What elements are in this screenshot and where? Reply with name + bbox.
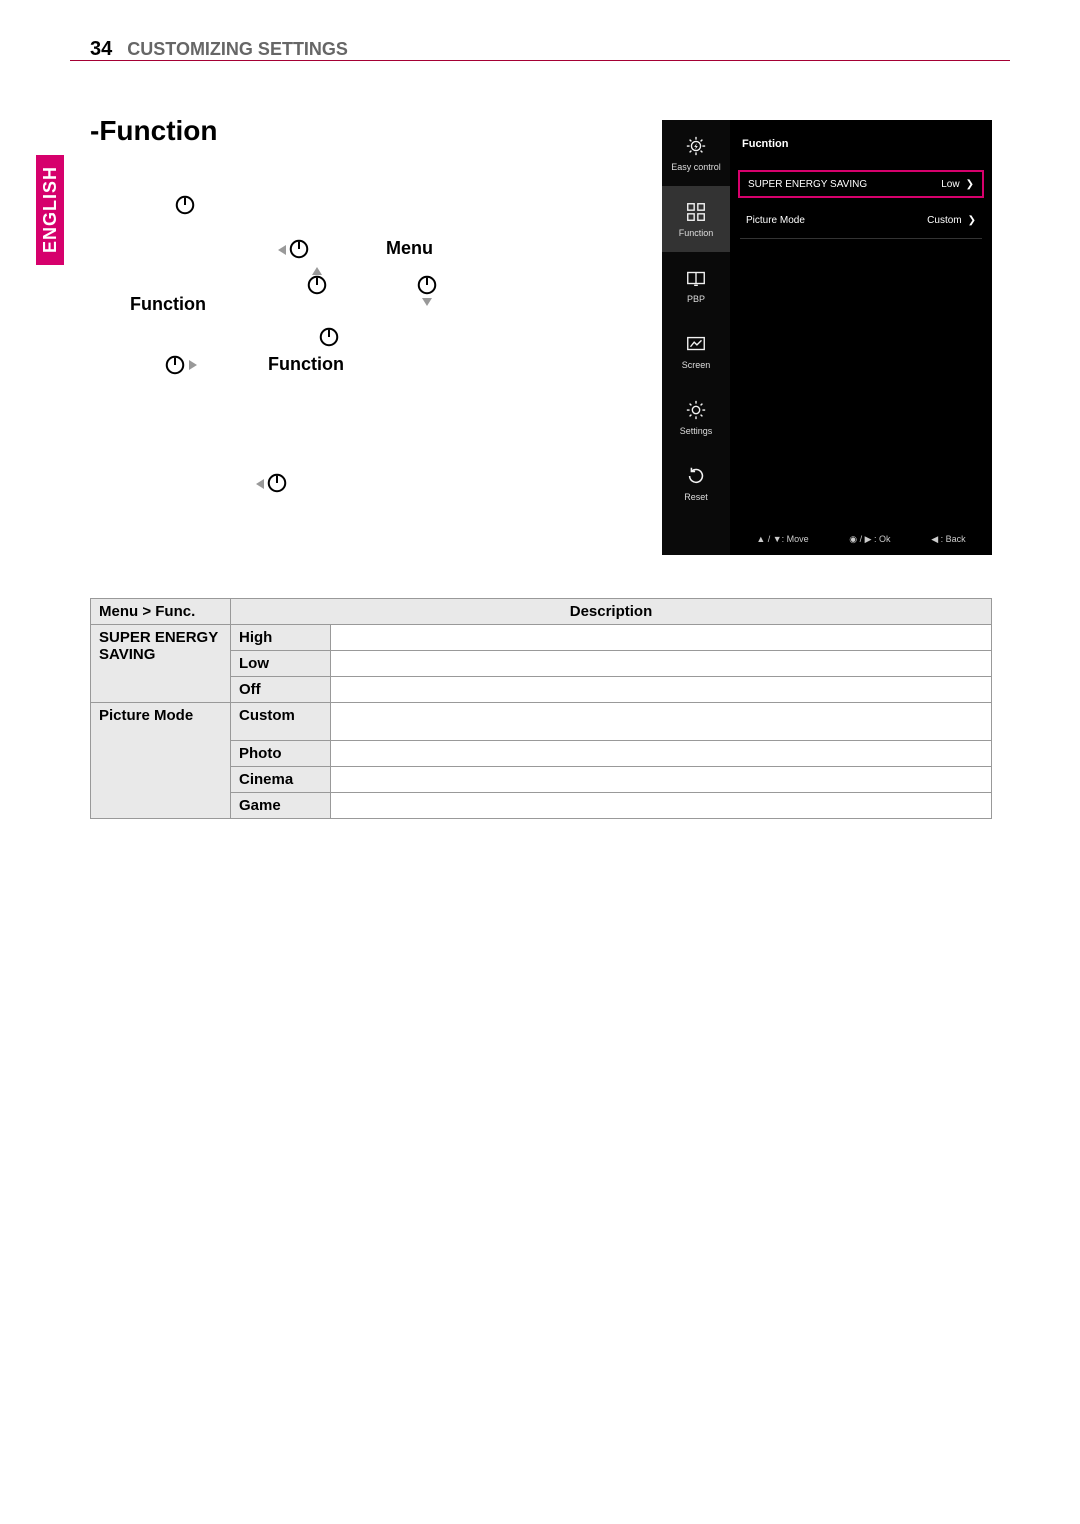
table-desc-cell <box>331 703 992 741</box>
osd-sidebar-easy-control[interactable]: Easy control <box>662 120 730 186</box>
osd-screenshot: Easy control Function PBP Screen Setting… <box>662 120 992 555</box>
osd-footer-back: ◀ : Back <box>931 534 965 545</box>
screen-icon <box>685 333 707 355</box>
language-tab-text: ENGLISH <box>40 166 61 253</box>
triangle-up-icon <box>311 265 325 279</box>
power-icon <box>266 472 288 494</box>
pbp-icon <box>685 267 707 289</box>
table-option: Off <box>231 677 331 703</box>
chevron-right-icon: ❯ <box>966 179 974 190</box>
osd-sidebar-function[interactable]: Function <box>662 186 730 252</box>
table-desc-cell <box>331 741 992 767</box>
gear-bolt-icon <box>685 135 707 157</box>
table-option: Game <box>231 793 331 819</box>
joystick-diagram: Menu Function Function <box>90 160 520 530</box>
table-row: Picture Mode Custom <box>91 703 992 741</box>
power-icon <box>174 194 196 216</box>
osd-sidebar-label: Settings <box>680 426 713 436</box>
osd-sidebar-label: Function <box>679 228 714 238</box>
osd-sidebar-label: Reset <box>684 492 708 502</box>
osd-sidebar: Easy control Function PBP Screen Setting… <box>662 120 730 555</box>
table-option: High <box>231 625 331 651</box>
table-group: Picture Mode <box>91 703 231 819</box>
menu-label: Menu <box>386 238 433 259</box>
osd-footer-ok: ◉ / ▶ : Ok <box>849 534 890 545</box>
table-header-row: Menu > Func. Description <box>91 599 992 625</box>
function-label-left: Function <box>130 294 206 315</box>
page-number: 34 <box>90 38 112 60</box>
osd-row-value: Custom❯ <box>927 215 976 226</box>
chevron-right-icon: ❯ <box>968 215 976 226</box>
osd-sidebar-reset[interactable]: Reset <box>662 450 730 516</box>
language-tab: ENGLISH <box>36 155 64 265</box>
table-option: Photo <box>231 741 331 767</box>
osd-row-picture-mode[interactable]: Picture Mode Custom❯ <box>738 206 984 234</box>
table-option: Custom <box>231 703 331 741</box>
osd-separator <box>740 238 982 239</box>
power-icon <box>288 238 310 260</box>
page-header-title: CUSTOMIZING SETTINGS <box>127 39 348 59</box>
grid-icon <box>685 201 707 223</box>
gear-icon <box>685 399 707 421</box>
table-desc-cell <box>331 677 992 703</box>
table-group: SUPER ENERGY SAVING <box>91 625 231 703</box>
osd-row-super-energy-saving[interactable]: SUPER ENERGY SAVING Low❯ <box>738 170 984 198</box>
osd-row-name: Picture Mode <box>746 215 805 226</box>
triangle-down-icon <box>421 296 435 310</box>
page-header: 34 CUSTOMIZING SETTINGS <box>90 38 348 61</box>
section-title: -Function <box>90 115 218 147</box>
osd-sidebar-label: PBP <box>687 294 705 304</box>
osd-sidebar-label: Screen <box>682 360 711 370</box>
table-row: SUPER ENERGY SAVING High <box>91 625 992 651</box>
osd-sidebar-pbp[interactable]: PBP <box>662 252 730 318</box>
osd-row-value: Low❯ <box>941 179 974 190</box>
table-desc-cell <box>331 625 992 651</box>
function-label-center: Function <box>268 354 344 375</box>
table-header-description: Description <box>231 599 992 625</box>
table-desc-cell <box>331 767 992 793</box>
table-desc-cell <box>331 651 992 677</box>
table-option: Low <box>231 651 331 677</box>
power-icon <box>416 274 438 296</box>
table-header-menu: Menu > Func. <box>91 599 231 625</box>
osd-title: Fucntion <box>742 138 788 150</box>
reset-icon <box>685 465 707 487</box>
triangle-right-icon <box>187 359 201 373</box>
osd-row-name: SUPER ENERGY SAVING <box>748 179 867 190</box>
osd-sidebar-screen[interactable]: Screen <box>662 318 730 384</box>
power-icon <box>318 326 340 348</box>
description-table: Menu > Func. Description SUPER ENERGY SA… <box>90 598 992 819</box>
osd-sidebar-settings[interactable]: Settings <box>662 384 730 450</box>
osd-footer: ▲ / ▼: Move ◉ / ▶ : Ok ◀ : Back <box>730 534 992 545</box>
table-desc-cell <box>331 793 992 819</box>
osd-sidebar-label: Easy control <box>671 162 721 172</box>
table-option: Cinema <box>231 767 331 793</box>
osd-footer-move: ▲ / ▼: Move <box>756 534 808 545</box>
power-icon <box>164 354 186 376</box>
osd-main: Fucntion SUPER ENERGY SAVING Low❯ Pictur… <box>730 120 992 555</box>
